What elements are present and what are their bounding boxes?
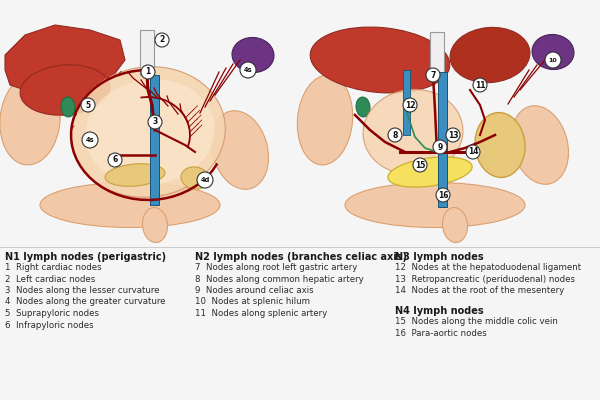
Circle shape	[433, 140, 447, 154]
Text: N3 lymph nodes: N3 lymph nodes	[395, 252, 484, 262]
Bar	[403, 70, 410, 135]
Text: 2: 2	[160, 36, 164, 44]
Bar	[140, 30, 154, 75]
Text: 8: 8	[392, 130, 398, 140]
Text: 8  Nodes along common hepatic artery: 8 Nodes along common hepatic artery	[195, 274, 364, 284]
Bar	[150, 75, 159, 205]
Circle shape	[108, 153, 122, 167]
Ellipse shape	[298, 75, 353, 165]
Ellipse shape	[388, 157, 472, 187]
Text: 16: 16	[438, 190, 448, 200]
Text: 6  Infrapyloric nodes: 6 Infrapyloric nodes	[5, 320, 94, 330]
Circle shape	[141, 65, 155, 79]
Circle shape	[388, 128, 402, 142]
Circle shape	[473, 78, 487, 92]
Ellipse shape	[105, 164, 165, 186]
Circle shape	[436, 188, 450, 202]
Circle shape	[82, 132, 98, 148]
Text: 15  Nodes along the middle colic vein: 15 Nodes along the middle colic vein	[395, 318, 558, 326]
Ellipse shape	[511, 106, 569, 184]
Text: 2  Left cardiac nodes: 2 Left cardiac nodes	[5, 274, 95, 284]
Text: 11  Nodes along splenic artery: 11 Nodes along splenic artery	[195, 309, 327, 318]
Ellipse shape	[310, 27, 450, 93]
Ellipse shape	[0, 75, 60, 165]
Text: 7: 7	[430, 70, 436, 80]
Circle shape	[403, 98, 417, 112]
Bar	[430, 32, 444, 75]
Text: 3: 3	[152, 118, 158, 126]
Ellipse shape	[450, 27, 530, 83]
Ellipse shape	[142, 208, 167, 242]
Text: 10  Nodes at splenic hilum: 10 Nodes at splenic hilum	[195, 298, 310, 306]
Text: 4s: 4s	[244, 67, 253, 73]
Ellipse shape	[532, 34, 574, 70]
Circle shape	[545, 52, 561, 68]
Ellipse shape	[20, 65, 110, 115]
Circle shape	[466, 145, 480, 159]
Text: 5  Suprapyloric nodes: 5 Suprapyloric nodes	[5, 309, 99, 318]
Bar	[438, 72, 447, 207]
Circle shape	[148, 115, 162, 129]
Text: 12: 12	[405, 100, 415, 110]
Ellipse shape	[71, 67, 225, 197]
Text: 1: 1	[145, 68, 151, 76]
Circle shape	[197, 172, 213, 188]
Ellipse shape	[40, 182, 220, 228]
Circle shape	[240, 62, 256, 78]
Circle shape	[413, 158, 427, 172]
Text: 4s: 4s	[86, 137, 94, 143]
Circle shape	[426, 68, 440, 82]
Text: 9  Nodes around celiac axis: 9 Nodes around celiac axis	[195, 286, 314, 295]
Circle shape	[155, 33, 169, 47]
Ellipse shape	[356, 97, 370, 117]
Text: 15: 15	[415, 160, 425, 170]
Ellipse shape	[181, 167, 209, 189]
Text: N4 lymph nodes: N4 lymph nodes	[395, 306, 484, 316]
Text: 14: 14	[468, 148, 478, 156]
Text: 16  Para-aortic nodes: 16 Para-aortic nodes	[395, 329, 487, 338]
Circle shape	[446, 128, 460, 142]
Polygon shape	[5, 25, 125, 95]
Text: 11: 11	[475, 80, 485, 90]
Ellipse shape	[363, 90, 463, 174]
Text: 4d: 4d	[200, 177, 209, 183]
Text: 10: 10	[548, 58, 557, 62]
Text: 12  Nodes at the hepatoduodenal ligament: 12 Nodes at the hepatoduodenal ligament	[395, 263, 581, 272]
Ellipse shape	[232, 38, 274, 72]
Ellipse shape	[442, 208, 467, 242]
Circle shape	[81, 98, 95, 112]
Text: 7  Nodes along root left gastric artery: 7 Nodes along root left gastric artery	[195, 263, 358, 272]
Text: 9: 9	[437, 142, 443, 152]
Ellipse shape	[85, 79, 215, 185]
Ellipse shape	[211, 111, 269, 189]
Text: 13: 13	[448, 130, 458, 140]
Text: 4  Nodes along the greater curvature: 4 Nodes along the greater curvature	[5, 298, 166, 306]
Ellipse shape	[61, 97, 75, 117]
Text: 5: 5	[85, 100, 91, 110]
Text: 6: 6	[112, 156, 118, 164]
Ellipse shape	[475, 112, 525, 178]
Text: 1  Right cardiac nodes: 1 Right cardiac nodes	[5, 263, 101, 272]
Ellipse shape	[345, 182, 525, 228]
Text: N1 lymph nodes (perigastric): N1 lymph nodes (perigastric)	[5, 252, 166, 262]
Text: N2 lymph nodes (branches celiac axis): N2 lymph nodes (branches celiac axis)	[195, 252, 407, 262]
Text: 3  Nodes along the lesser curvature: 3 Nodes along the lesser curvature	[5, 286, 160, 295]
Text: 14  Nodes at the root of the mesentery: 14 Nodes at the root of the mesentery	[395, 286, 564, 295]
Text: 13  Retropancreatic (periduodenal) nodes: 13 Retropancreatic (periduodenal) nodes	[395, 274, 575, 284]
